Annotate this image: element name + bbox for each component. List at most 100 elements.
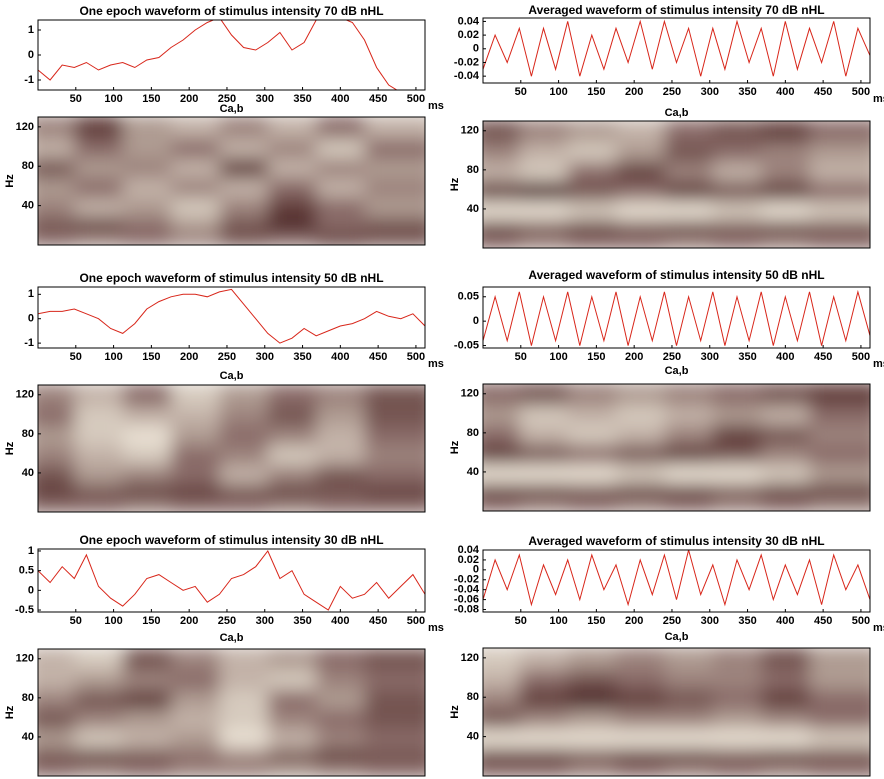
scalogram-cell [809,197,870,221]
scalogram-cell [364,154,425,179]
panel: Ca,b Hz 40 80 120 [449,631,871,777]
y-tick-label: 0 [28,313,34,325]
scalogram-cell [364,134,425,159]
scalogram-cell [364,480,425,500]
scalogram-cell [364,385,425,407]
x-tick-label: 400 [331,93,349,105]
y-tick-label: 80 [22,692,34,704]
y-tick-label: 40 [467,203,479,215]
axes-frame [37,384,426,513]
scalogram-cell [809,479,870,499]
scalogram-cell [364,117,425,139]
x-tick-label: 500 [852,615,870,627]
scalogram-cell [809,685,870,710]
scalogram-cell [809,421,870,445]
x-tick-label: 250 [663,86,681,98]
panel-title: Averaged waveform of stimulus intensity … [528,3,824,17]
axes-frame [482,286,871,349]
scalogram-cell [364,744,425,764]
scalogram-cell [364,725,425,749]
y-tick-label: 0.02 [458,29,479,41]
panel: Ca,b Hz 40 80 120 [4,103,426,246]
panel-title: Ca,b [665,107,689,119]
panel: One epoch waveform of stimulus intensity… [24,4,444,112]
y-tick-label: 40 [467,466,479,478]
x-tick-label: 350 [738,615,756,627]
scalogram-cell [809,744,870,764]
scalogram-cell [364,174,425,198]
y-tick-label: 0.5 [19,565,34,577]
x-tick-label: 200 [625,351,643,363]
panel: Ca,b Hz 40 80 120 [449,365,871,512]
y-tick-label: 80 [467,164,479,176]
waveform [483,19,870,77]
x-tick-label: 450 [369,93,387,105]
x-tick-label: 400 [331,351,349,363]
panel-title: One epoch waveform of stimulus intensity… [79,4,383,18]
axes-frame [482,549,871,613]
scalogram-cells [483,384,870,511]
y-tick-label: 0 [473,315,479,327]
x-tick-label: 350 [738,351,756,363]
x-tick-label: 150 [142,615,160,627]
panel: Averaged waveform of stimulus intensity … [454,268,884,370]
x-tick-label: 100 [549,615,567,627]
y-tick-label: -0.02 [454,56,479,68]
x-tick-label: 250 [663,615,681,627]
x-tick-label: 450 [814,86,832,98]
y-tick-label: -0.06 [454,594,479,606]
y-tick-label: 120 [461,125,479,137]
scalogram-cell [364,402,425,427]
panel-title: Averaged waveform of stimulus intensity … [528,534,824,548]
scalogram [483,384,870,511]
scalogram-cell [809,216,870,236]
scalogram-cells [483,648,870,776]
y-tick-label: 40 [467,731,479,743]
scalogram-cell [364,495,425,512]
axes-frame [37,116,426,246]
y-tick-label: 0 [473,43,479,55]
y-tick-label: 120 [16,389,34,401]
panel: Averaged waveform of stimulus intensity … [454,3,884,105]
x-tick-label: 300 [256,351,274,363]
y-tick-label: 40 [22,200,34,212]
scalogram-cell [364,649,425,671]
scalogram [483,121,870,248]
scalogram-cell [364,461,425,485]
x-axis-label: ms [428,622,444,634]
panel: Ca,b Hz 40 80 120 [4,370,426,513]
scalogram-cell [809,705,870,729]
x-tick-label: 500 [407,615,425,627]
x-tick-label: 150 [142,93,160,105]
waveform [38,550,425,611]
y-tick-label: -0.04 [454,584,480,596]
scalogram-cell [364,213,425,233]
x-tick-label: 400 [776,351,794,363]
y-axis-label: Hz [4,174,16,188]
axes-frame [482,647,871,777]
scalogram-cell [809,158,870,182]
x-tick-label: 300 [701,615,719,627]
y-axis-label: Hz [449,705,461,719]
x-axis-label: ms [873,93,884,105]
x-tick-label: 350 [293,615,311,627]
y-tick-label: -1 [24,74,34,86]
y-tick-label: -0.05 [454,339,479,351]
axes-frame [37,648,426,777]
scalogram-cell [809,724,870,749]
axes-frame [37,286,426,349]
y-tick-label: 40 [22,467,34,479]
waveform [483,550,870,607]
panel-title: Ca,b [665,365,689,377]
x-axis-label: ms [428,358,444,370]
x-tick-label: 450 [369,615,387,627]
x-tick-label: 200 [180,615,198,627]
x-tick-label: 100 [549,86,567,98]
y-axis-label: Hz [4,705,16,719]
x-tick-label: 100 [104,93,122,105]
scalogram-cell [809,460,870,484]
panel-title: Ca,b [665,631,689,643]
x-tick-label: 300 [256,615,274,627]
y-tick-label: 120 [461,388,479,400]
